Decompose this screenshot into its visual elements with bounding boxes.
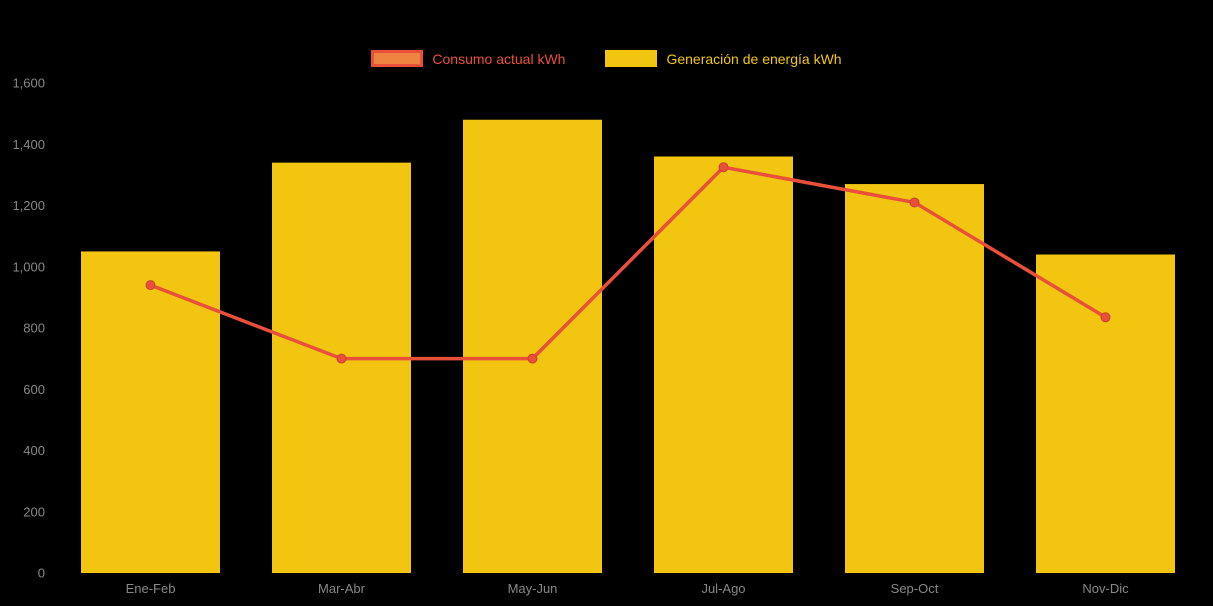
y-tick-label: 200 [23,504,45,519]
y-tick-label: 0 [38,566,45,581]
y-tick-label: 1,200 [12,198,45,213]
legend-label-generacion: Generación de energía kWh [666,50,842,67]
x-tick-label: May-Jun [508,581,558,596]
y-tick-label: 1,600 [12,76,45,91]
legend-item-consumo[interactable]: Consumo actual kWh [371,50,565,67]
y-tick-label: 600 [23,382,45,397]
bar-sep-oct [845,184,984,573]
bar-ene-feb [81,251,220,573]
x-tick-label: Sep-Oct [891,581,939,596]
legend-swatch-consumo [371,50,424,67]
legend-label-consumo: Consumo actual kWh [432,50,566,67]
y-tick-label: 800 [23,321,45,336]
consumption-line [148,165,1108,361]
x-tick-label: Jul-Ago [701,581,745,596]
data-point-marker [1100,312,1111,323]
data-point-marker [336,353,347,364]
bar-jul-ago [654,156,793,573]
bar-mar-abr [272,162,411,573]
y-tick-label: 400 [23,443,45,458]
data-point-marker [909,197,920,208]
bar-nov-dic [1036,254,1175,573]
y-tick-label: 1,000 [12,259,45,274]
data-point-marker [145,280,156,291]
legend-swatch-generacion [605,50,658,67]
bar-may-jun [463,119,602,573]
x-tick-label: Nov-Dic [1082,581,1129,596]
chart-legend: Consumo actual kWh Generación de energía… [0,50,1213,67]
legend-item-generacion[interactable]: Generación de energía kWh [605,50,842,67]
data-point-marker [527,353,538,364]
x-tick-label: Ene-Feb [126,581,176,596]
data-point-marker [718,162,729,173]
x-tick-label: Mar-Abr [318,581,366,596]
y-tick-label: 1,400 [12,137,45,152]
